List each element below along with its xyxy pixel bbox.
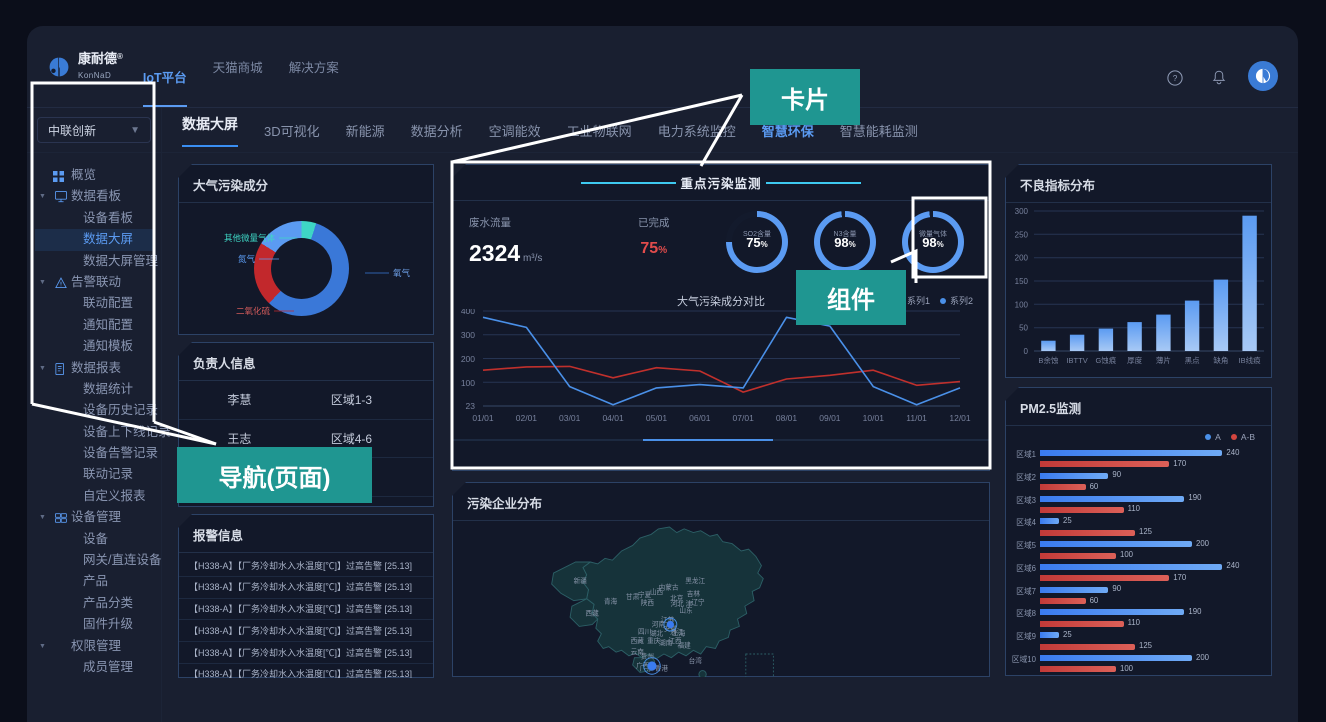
- svg-text:50: 50: [1019, 324, 1028, 333]
- svg-text:IBTTV: IBTTV: [1066, 356, 1087, 365]
- svg-text:250: 250: [1015, 230, 1029, 239]
- svg-text:150: 150: [1157, 684, 1170, 692]
- svg-text:陕西: 陕西: [641, 598, 655, 607]
- svg-text:缺角: 缺角: [1213, 355, 1228, 365]
- svg-text:400: 400: [461, 309, 475, 316]
- svg-text:0: 0: [1040, 684, 1042, 692]
- svg-text:50: 50: [1077, 684, 1085, 692]
- svg-text:?: ?: [1173, 74, 1178, 83]
- svg-text:G蚀痕: G蚀痕: [1095, 355, 1116, 365]
- svg-text:300: 300: [1015, 207, 1029, 216]
- svg-text:黑龙江: 黑龙江: [685, 576, 705, 585]
- svg-text:0: 0: [1024, 347, 1029, 356]
- svg-text:08/01: 08/01: [776, 413, 798, 423]
- svg-text:04/01: 04/01: [602, 413, 624, 423]
- svg-text:海南: 海南: [638, 676, 652, 683]
- svg-text:12/01: 12/01: [949, 413, 971, 423]
- svg-text:07/01: 07/01: [733, 413, 755, 423]
- svg-text:150: 150: [1015, 277, 1029, 286]
- svg-text:西藏: 西藏: [631, 636, 645, 645]
- svg-text:02/01: 02/01: [516, 413, 538, 423]
- svg-text:IB线痕: IB线痕: [1239, 355, 1262, 365]
- svg-text:06/01: 06/01: [689, 413, 711, 423]
- svg-text:氧气: 氧气: [393, 268, 411, 278]
- svg-text:23: 23: [466, 401, 476, 411]
- svg-text:薄片: 薄片: [1156, 355, 1171, 365]
- svg-text:内蒙古: 内蒙古: [659, 583, 679, 592]
- svg-text:辽宁: 辽宁: [691, 597, 705, 606]
- svg-text:西藏: 西藏: [586, 608, 600, 617]
- svg-text:福建: 福建: [678, 641, 692, 650]
- svg-text:黑点: 黑点: [1185, 356, 1201, 365]
- svg-text:湖北: 湖北: [650, 629, 664, 638]
- svg-text:二氧化硫: 二氧化硫: [236, 306, 271, 316]
- svg-text:南海诸岛: 南海诸岛: [746, 676, 773, 683]
- svg-text:200: 200: [1198, 684, 1211, 692]
- svg-text:吉林: 吉林: [687, 589, 701, 598]
- svg-text:100: 100: [1015, 300, 1029, 309]
- svg-text:300: 300: [461, 330, 475, 340]
- svg-text:200: 200: [461, 354, 475, 364]
- svg-text:01/01: 01/01: [472, 413, 494, 423]
- svg-text:09/01: 09/01: [819, 413, 841, 423]
- svg-text:10/01: 10/01: [863, 413, 885, 423]
- svg-text:青海: 青海: [604, 596, 618, 605]
- svg-text:厚度: 厚度: [1127, 355, 1143, 365]
- svg-text:台湾: 台湾: [689, 656, 703, 665]
- svg-text:新疆: 新疆: [574, 576, 588, 585]
- svg-text:200: 200: [1015, 254, 1029, 263]
- svg-text:山东: 山东: [679, 606, 693, 615]
- svg-text:100: 100: [461, 378, 475, 388]
- svg-text:100: 100: [1116, 684, 1129, 692]
- svg-text:氮气: 氮气: [238, 254, 256, 264]
- svg-text:05/01: 05/01: [646, 413, 668, 423]
- svg-text:11/01: 11/01: [906, 413, 927, 423]
- svg-text:B余蚀: B余蚀: [1038, 355, 1059, 365]
- svg-text:250: 250: [1239, 684, 1252, 692]
- svg-text:03/01: 03/01: [559, 413, 581, 423]
- svg-text:浙江: 浙江: [670, 627, 684, 636]
